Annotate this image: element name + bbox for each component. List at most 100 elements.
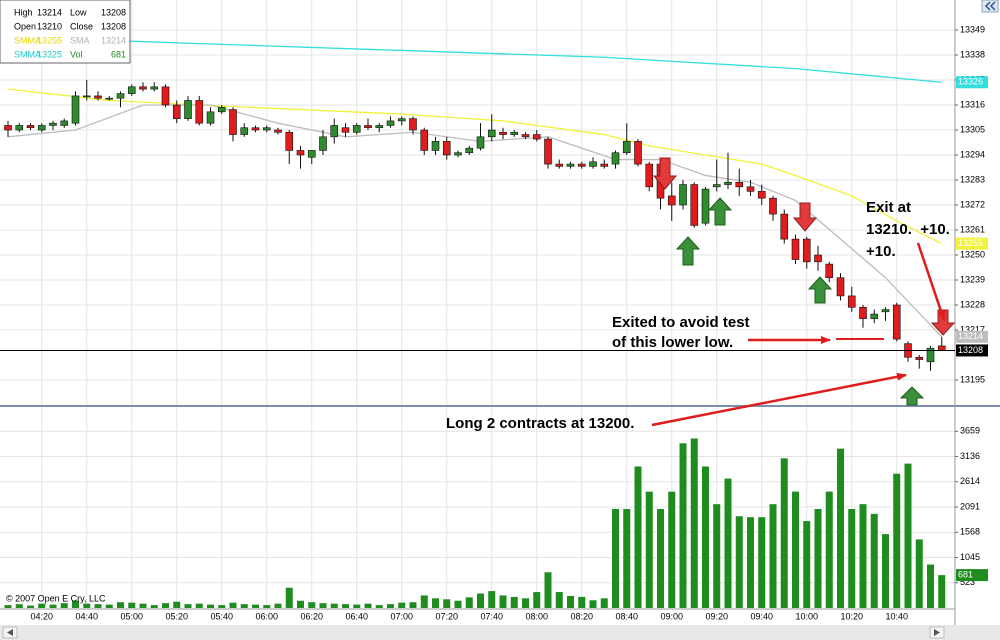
legend-label: Close <box>70 21 93 31</box>
buy-marker <box>675 236 701 266</box>
y-tick-label: 13272 <box>960 199 985 209</box>
candle-body <box>499 131 507 135</box>
candle-body <box>836 277 845 297</box>
volume-bar <box>510 596 518 608</box>
scrollbar[interactable] <box>0 625 1000 640</box>
annotation: Long 2 contracts at 13200. <box>446 415 634 432</box>
candle-body <box>274 129 282 133</box>
x-tick-label: 10:20 <box>840 611 863 621</box>
volume-bar <box>645 491 653 608</box>
volume-bar <box>634 466 642 608</box>
candle-body <box>150 86 159 90</box>
volume-bar <box>792 491 799 608</box>
candle-body <box>566 163 575 167</box>
candle-body <box>589 161 597 167</box>
y-tick-label: 13316 <box>960 99 985 109</box>
volume-bar <box>825 491 833 608</box>
volume-bar <box>420 595 428 608</box>
volume-bar <box>432 598 439 608</box>
y-tick-label: 13294 <box>960 149 985 159</box>
last-price-label: 13208 <box>958 345 983 355</box>
volume-bar <box>342 604 349 608</box>
volume-bar <box>252 604 259 608</box>
candle-body <box>701 188 710 224</box>
volume-bar <box>544 572 552 608</box>
candle-body <box>724 181 732 185</box>
volume-bar <box>668 491 676 608</box>
y-tick-label: 13305 <box>960 124 985 134</box>
volume-tick-label: 2614 <box>960 476 980 486</box>
arrow <box>916 242 946 321</box>
volume-tick-label: 3659 <box>960 426 980 436</box>
volume-bar <box>589 600 597 608</box>
candle-body <box>37 125 46 131</box>
candle-body <box>735 181 744 188</box>
volume-bar <box>927 564 934 608</box>
candle-body <box>622 141 631 154</box>
candle-body <box>330 125 339 138</box>
volume-bar <box>139 603 147 608</box>
candle-body <box>240 127 249 135</box>
volume-bar <box>353 604 361 608</box>
volume-bar <box>443 599 451 608</box>
legend-value: 681 <box>111 49 126 59</box>
legend-label: Open <box>14 21 36 31</box>
candle-body <box>814 254 822 263</box>
volume-bar <box>229 602 237 608</box>
candle-body <box>487 129 496 138</box>
annotation: of this lower low. <box>612 334 733 351</box>
legend-box <box>0 0 131 64</box>
candle-body <box>94 95 102 99</box>
y-tick-label: 13250 <box>960 249 985 259</box>
candle-body <box>532 134 541 140</box>
volume-bar <box>567 595 574 608</box>
candle-body <box>296 150 305 156</box>
volume-bar <box>387 604 394 608</box>
candle-layer <box>4 80 946 371</box>
volume-bar <box>713 504 721 608</box>
x-tick-label: 06:00 <box>255 611 278 621</box>
indicator-line <box>7 36 942 83</box>
volume-bar <box>150 605 158 608</box>
x-tick-label: 09:00 <box>660 611 683 621</box>
candle-body <box>645 163 654 188</box>
legend-value: 13325 <box>37 49 62 59</box>
volume-bar <box>308 602 316 608</box>
x-tick-label: 09:40 <box>750 611 773 621</box>
legend-label: SMMA <box>14 35 41 45</box>
volume-bar <box>870 513 878 608</box>
volume-bar <box>837 448 844 608</box>
volume-tick-label: 1568 <box>960 527 980 537</box>
volume-bar <box>702 466 709 608</box>
volume-layer <box>4 438 946 608</box>
last-value-label: 13326 <box>958 77 983 87</box>
volume-bar <box>600 598 608 608</box>
candle-body <box>217 106 226 113</box>
candle-body <box>307 150 316 158</box>
volume-bar <box>330 603 338 608</box>
candle-body <box>634 141 642 165</box>
x-tick-label: 04:20 <box>30 611 53 621</box>
y-tick-label: 13217 <box>960 324 985 334</box>
volume-bar <box>623 509 631 608</box>
volume-bar <box>904 463 912 608</box>
candle-body <box>15 125 24 131</box>
candle-body <box>375 125 384 129</box>
volume-bar <box>555 592 563 608</box>
annotation: 13210. +10. <box>866 221 950 238</box>
candle-body <box>757 191 766 199</box>
volume-last-tag <box>956 569 988 582</box>
volume-bar <box>488 591 496 608</box>
buy-marker <box>899 386 925 406</box>
volume-bar <box>803 521 811 608</box>
candle-body <box>364 125 372 129</box>
volume-bar <box>690 438 698 608</box>
x-tick-label: 08:40 <box>615 611 638 621</box>
candle-body <box>139 86 147 90</box>
candle-body <box>105 97 114 100</box>
last-value-tag <box>956 330 988 343</box>
x-tick-label: 05:00 <box>120 611 143 621</box>
x-tick-label: 08:00 <box>525 611 548 621</box>
